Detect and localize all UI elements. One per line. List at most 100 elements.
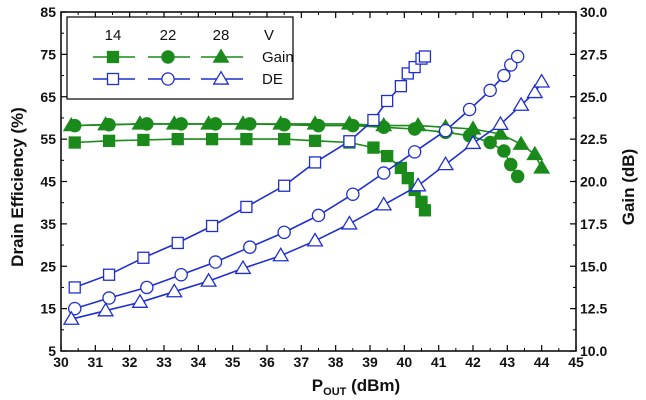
y-right-tick-label: 25.0 (580, 89, 607, 105)
data-point (483, 83, 497, 98)
series-de-28v (62, 73, 551, 325)
x-axis-title: POUT (dBm) (312, 376, 400, 398)
y-left-tick-label: 15 (40, 301, 56, 317)
data-point (243, 240, 257, 254)
data-point (240, 200, 253, 214)
data-point (437, 155, 454, 171)
data-point (367, 113, 380, 127)
data-point (464, 120, 482, 135)
x-tick-label: 33 (156, 354, 172, 370)
data-point (462, 102, 477, 117)
data-point (278, 132, 291, 146)
data-point (205, 219, 219, 233)
x-tick-label: 35 (225, 354, 241, 370)
x-tick-label: 45 (568, 354, 584, 370)
data-point (234, 259, 252, 275)
y-left-tick-label: 65 (40, 89, 56, 105)
data-point (200, 272, 218, 287)
data-point (272, 115, 290, 130)
data-point (510, 169, 525, 184)
y-right-tick-label: 30.0 (580, 4, 607, 20)
y-left-axis-title: Drain Efficiency (%) (8, 107, 27, 267)
data-point (165, 283, 183, 298)
data-point (510, 49, 525, 64)
data-point (205, 132, 219, 146)
x-tick-label: 41 (431, 354, 447, 370)
x-axis-ticks: 30 31 32 33 34 35 36 37 38 39 40 41 42 43 44 45 (53, 12, 584, 370)
data-point (62, 310, 80, 325)
y-right-tick-label: 20.0 (580, 174, 607, 190)
data-point (533, 73, 551, 88)
legend-marker (161, 50, 175, 64)
y-right-tick-label: 17.5 (580, 216, 607, 232)
data-point (512, 135, 530, 150)
x-tick-label: 31 (88, 354, 104, 370)
data-point (381, 94, 394, 108)
data-point (343, 135, 356, 148)
data-point (409, 116, 427, 132)
data-point (131, 293, 149, 308)
data-point (418, 204, 432, 217)
y-left-tick-label: 45 (40, 174, 56, 190)
data-point (200, 115, 218, 130)
x-axis-title-main: P (312, 376, 323, 395)
y-left-tick-label: 5 (48, 343, 56, 359)
data-point (306, 232, 324, 247)
data-point (504, 157, 518, 172)
legend-header: 14 (105, 27, 122, 44)
data-point (165, 115, 183, 130)
data-point (375, 196, 393, 211)
legend-marker (212, 70, 230, 85)
data-point (311, 208, 326, 223)
data-point (418, 50, 432, 63)
legend-marker (161, 72, 175, 86)
data-point (102, 268, 116, 281)
data-point (340, 215, 358, 230)
y-left-tick-label: 35 (40, 216, 56, 232)
y-left-tick-label: 75 (40, 46, 56, 62)
data-point (376, 166, 391, 180)
data-point (492, 125, 509, 140)
data-point (277, 225, 291, 240)
data-point (306, 115, 324, 130)
data-point (497, 68, 511, 83)
data-point (102, 134, 116, 147)
data-point (97, 302, 115, 317)
legend-marker (212, 48, 230, 63)
data-point (340, 115, 358, 130)
data-point (171, 236, 184, 250)
y-right-axis-title: Gain (dB) (619, 149, 638, 226)
data-point (137, 251, 150, 264)
y-right-tick-label: 15.0 (580, 258, 607, 274)
data-point (367, 141, 380, 154)
data-point (97, 116, 115, 131)
data-point (512, 96, 530, 111)
data-point (308, 134, 322, 147)
x-tick-label: 43 (500, 354, 516, 370)
data-point (62, 116, 80, 132)
series-layer (62, 49, 551, 325)
data-point (375, 116, 393, 132)
x-tick-label: 37 (294, 354, 310, 370)
legend-row-label: DE (262, 71, 283, 88)
data-point (526, 145, 544, 161)
data-point (401, 67, 414, 80)
legend-box (66, 16, 294, 100)
data-point (137, 133, 150, 147)
y-right-tick-label: 12.5 (580, 301, 607, 317)
data-point (409, 177, 427, 192)
y-left-axis-ticks: 5 15 25 35 45 55 65 75 85 (40, 4, 67, 359)
data-point (497, 144, 511, 158)
data-point (408, 60, 421, 74)
x-tick-label: 34 (191, 354, 207, 370)
data-point (526, 83, 544, 99)
legend-header: V (264, 27, 274, 44)
x-tick-label: 32 (122, 354, 138, 370)
data-point (401, 171, 414, 185)
y-right-tick-label: 22.5 (580, 131, 607, 147)
x-axis-title-sub: OUT (323, 386, 347, 398)
legend-marker (106, 72, 120, 86)
data-point (492, 115, 509, 131)
data-point (140, 280, 154, 295)
